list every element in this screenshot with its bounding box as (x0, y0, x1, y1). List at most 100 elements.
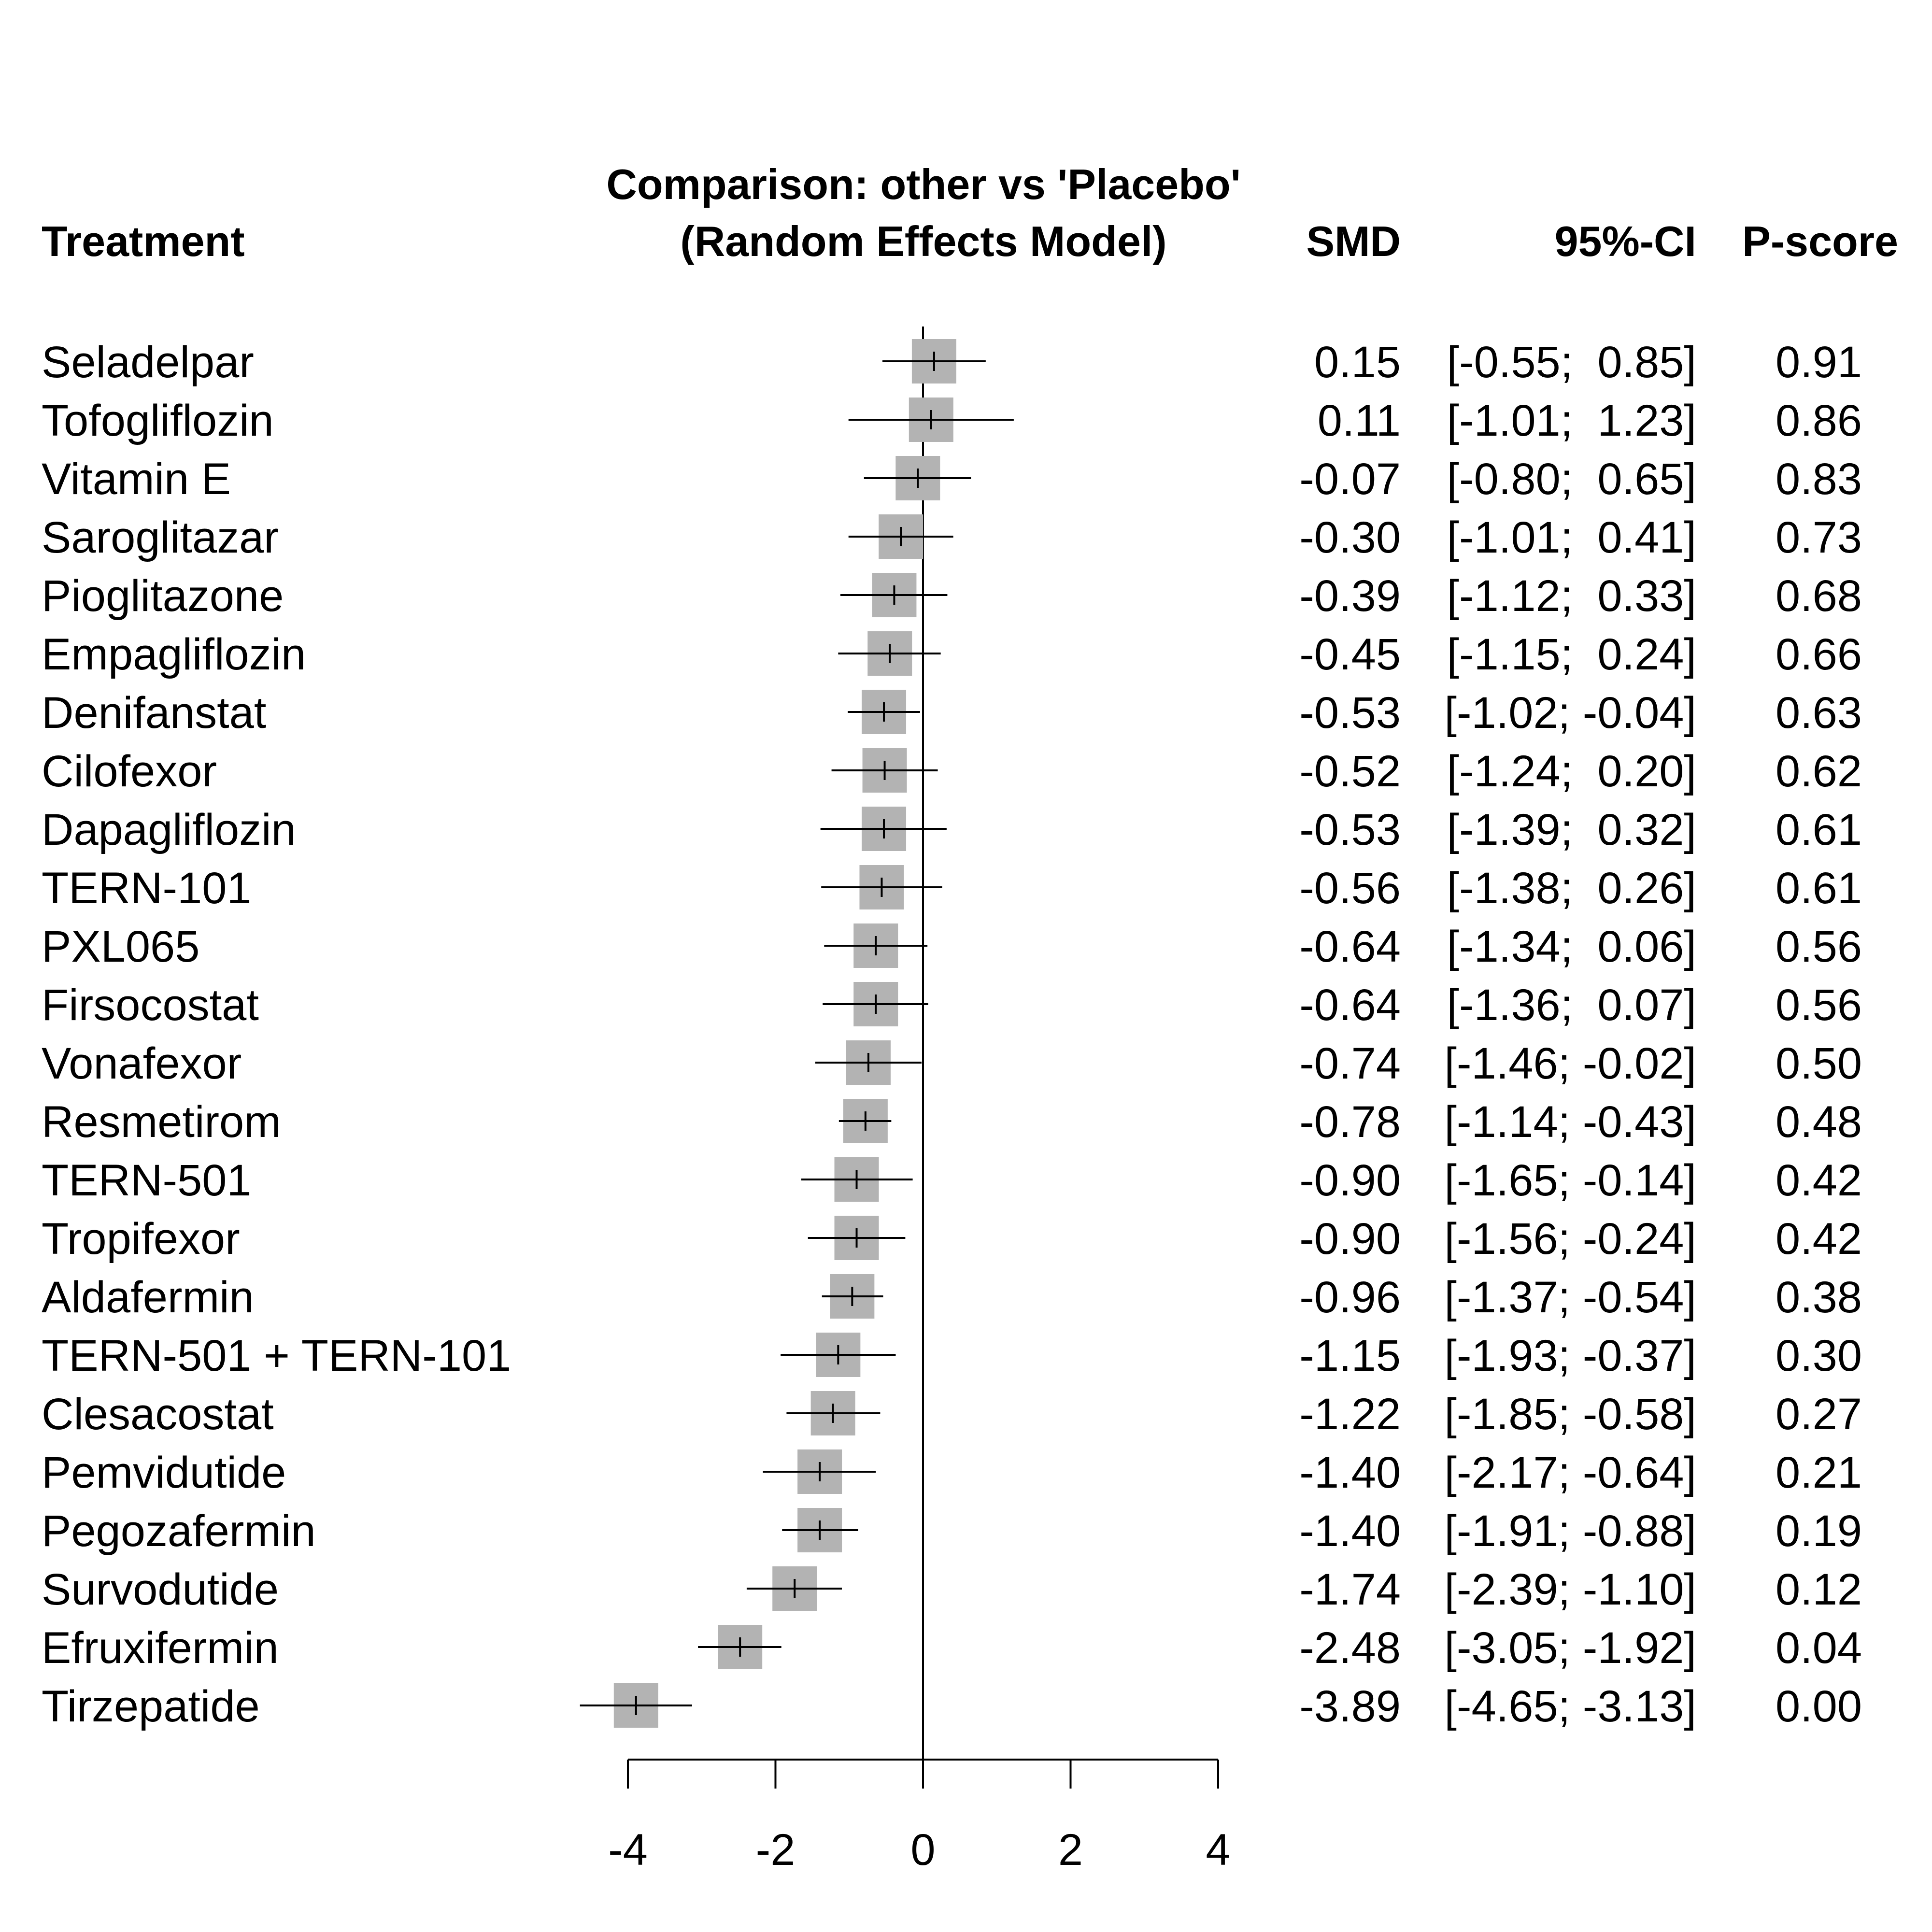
smd-value: -1.15 (1299, 1331, 1401, 1380)
treatment-label: Seladelpar (42, 338, 254, 387)
treatment-label: Pioglitazone (42, 571, 284, 621)
forest-row: Firsocostat -0.64 [-1.36; 0.07] 0.56 (42, 980, 1862, 1030)
smd-value: -0.90 (1299, 1156, 1401, 1205)
pscore-value: 0.12 (1776, 1565, 1862, 1614)
treatment-label: TERN-501 + TERN-101 (42, 1331, 511, 1380)
treatment-label: Tofogliflozin (42, 396, 274, 445)
pscore-value: 0.04 (1776, 1623, 1862, 1673)
forest-row: PXL065 -0.64 [-1.34; 0.06] 0.56 (42, 922, 1862, 971)
treatment-label: Empagliflozin (42, 630, 306, 679)
smd-value: -0.52 (1299, 747, 1401, 796)
forest-row: Vonafexor -0.74 [-1.46; -0.02] 0.50 (42, 1039, 1862, 1088)
smd-value: 0.15 (1314, 338, 1401, 387)
ci-value: [-1.39; 0.32] (1447, 805, 1696, 854)
forest-row: Vitamin E -0.07 [-0.80; 0.65] 0.83 (42, 455, 1862, 504)
x-axis: -4 -2 0 2 4 (608, 1759, 1231, 1875)
pscore-value: 0.38 (1776, 1273, 1862, 1322)
x-tick-label: 4 (1206, 1825, 1230, 1875)
forest-row: Efruxifermin -2.48 [-3.05; -1.92] 0.04 (42, 1623, 1862, 1673)
treatment-label: Tirzepatide (42, 1682, 260, 1731)
treatment-label: Aldafermin (42, 1273, 254, 1322)
forest-row: Seladelpar 0.15 [-0.55; 0.85] 0.91 (42, 338, 1862, 387)
ci-value: [-4.65; -3.13] (1444, 1682, 1696, 1731)
pscore-value: 0.56 (1776, 980, 1862, 1030)
smd-value: -0.07 (1299, 455, 1401, 504)
forest-rows: Seladelpar 0.15 [-0.55; 0.85] 0.91 Tofoglifl… (42, 327, 1862, 1760)
smd-value: -3.89 (1299, 1682, 1401, 1731)
ci-value: [-1.65; -0.14] (1444, 1156, 1696, 1205)
forest-row: Aldafermin -0.96 [-1.37; -0.54] 0.38 (42, 1273, 1862, 1322)
pscore-value: 0.00 (1776, 1682, 1862, 1731)
pscore-value: 0.48 (1776, 1097, 1862, 1147)
smd-value: -0.53 (1299, 805, 1401, 854)
treatment-label: Pegozafermin (42, 1506, 316, 1556)
x-tick-label: 0 (910, 1825, 935, 1875)
smd-value: -1.22 (1299, 1390, 1401, 1439)
ci-value: [-1.24; 0.20] (1447, 747, 1696, 796)
ci-value: [-1.37; -0.54] (1444, 1273, 1696, 1322)
treatment-label: Pemvidutide (42, 1448, 286, 1497)
header-smd: SMD (1306, 217, 1401, 265)
smd-value: -0.90 (1299, 1214, 1401, 1264)
pscore-value: 0.86 (1776, 396, 1862, 445)
pscore-value: 0.61 (1776, 864, 1862, 913)
treatment-label: PXL065 (42, 922, 199, 971)
ci-value: [-1.01; 0.41] (1447, 513, 1696, 562)
forest-row: Resmetirom -0.78 [-1.14; -0.43] 0.48 (42, 1097, 1862, 1147)
ci-value: [-0.55; 0.85] (1447, 338, 1696, 387)
smd-value: -0.53 (1299, 688, 1401, 738)
treatment-label: TERN-501 (42, 1156, 252, 1205)
pscore-value: 0.56 (1776, 922, 1862, 971)
smd-value: -0.64 (1299, 922, 1401, 971)
ci-value: [-3.05; -1.92] (1444, 1623, 1696, 1673)
ci-value: [-1.38; 0.26] (1447, 864, 1696, 913)
treatment-label: Clesacostat (42, 1390, 274, 1439)
pscore-value: 0.61 (1776, 805, 1862, 854)
pscore-value: 0.42 (1776, 1156, 1862, 1205)
pscore-value: 0.30 (1776, 1331, 1862, 1380)
smd-value: -2.48 (1299, 1623, 1401, 1673)
smd-value: -1.40 (1299, 1506, 1401, 1556)
ci-value: [-1.14; -0.43] (1444, 1097, 1696, 1147)
ci-value: [-1.01; 1.23] (1447, 396, 1696, 445)
smd-value: -0.78 (1299, 1097, 1401, 1147)
treatment-label: Efruxifermin (42, 1623, 279, 1673)
treatment-label: Saroglitazar (42, 513, 279, 562)
x-tick-label: -4 (608, 1825, 648, 1875)
ci-value: [-1.34; 0.06] (1447, 922, 1696, 971)
forest-row: Pemvidutide -1.40 [-2.17; -0.64] 0.21 (42, 1448, 1862, 1497)
ci-value: [-1.12; 0.33] (1447, 571, 1696, 621)
pscore-value: 0.62 (1776, 747, 1862, 796)
treatment-label: Cilofexor (42, 747, 217, 796)
ci-value: [-2.17; -0.64] (1444, 1448, 1696, 1497)
forest-row: Saroglitazar -0.30 [-1.01; 0.41] 0.73 (42, 513, 1862, 562)
ci-value: [-1.91; -0.88] (1444, 1506, 1696, 1556)
forest-row: Denifanstat -0.53 [-1.02; -0.04] 0.63 (42, 688, 1862, 738)
header-pscore: P-score (1742, 217, 1898, 265)
treatment-label: Firsocostat (42, 980, 259, 1030)
smd-value: -0.56 (1299, 864, 1401, 913)
forest-row: Survodutide -1.74 [-2.39; -1.10] 0.12 (42, 1565, 1862, 1614)
smd-value: -0.45 (1299, 630, 1401, 679)
smd-value: -1.74 (1299, 1565, 1401, 1614)
ci-value: [-1.93; -0.37] (1444, 1331, 1696, 1380)
pscore-value: 0.63 (1776, 688, 1862, 738)
forest-row: TERN-101 -0.56 [-1.38; 0.26] 0.61 (42, 864, 1862, 913)
forest-row: Dapagliflozin -0.53 [-1.39; 0.32] 0.61 (42, 805, 1862, 854)
forest-row: Tofogliflozin 0.11 [-1.01; 1.23] 0.86 (42, 396, 1862, 445)
treatment-label: TERN-101 (42, 864, 252, 913)
treatment-label: Vonafexor (42, 1039, 242, 1088)
forest-row: Pioglitazone -0.39 [-1.12; 0.33] 0.68 (42, 571, 1862, 621)
pscore-value: 0.73 (1776, 513, 1862, 562)
pscore-value: 0.66 (1776, 630, 1862, 679)
pscore-value: 0.68 (1776, 571, 1862, 621)
pscore-value: 0.42 (1776, 1214, 1862, 1264)
treatment-label: Denifanstat (42, 688, 266, 738)
chart-title-line2: (Random Effects Model) (680, 217, 1166, 265)
smd-value: -0.96 (1299, 1273, 1401, 1322)
treatment-label: Vitamin E (42, 455, 231, 504)
ci-value: [-1.02; -0.04] (1444, 688, 1696, 738)
forest-row: TERN-501 + TERN-101 -1.15 [-1.93; -0.37] 0.… (42, 1331, 1862, 1380)
chart-title-line1: Comparison: other vs 'Placebo' (606, 160, 1240, 208)
